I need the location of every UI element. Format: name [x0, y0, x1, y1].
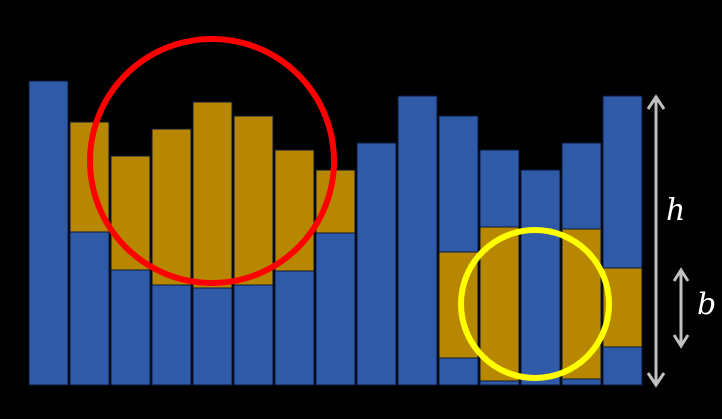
base-arrow-head-up: [672, 267, 690, 282]
base-label: b: [697, 287, 717, 322]
red-highlight-circle: [87, 36, 337, 286]
highlighted-segment: [151, 128, 192, 286]
highlighted-segment: [561, 228, 602, 380]
base-arrow-head-down: [672, 334, 690, 349]
highlighted-segment: [233, 115, 274, 286]
yellow-highlight-circle: [458, 227, 612, 381]
highlighted-segment: [192, 101, 233, 289]
height-arrow-head-up: [646, 94, 666, 110]
histogram-bar: [520, 169, 561, 386]
histogram-bar: [397, 95, 438, 386]
height-label: h: [666, 193, 686, 228]
height-arrow-head-down: [646, 372, 666, 388]
highlighted-segment: [479, 226, 520, 382]
highlighted-segment: [315, 169, 356, 234]
histogram-bar: [28, 80, 69, 386]
histogram-bar: [356, 142, 397, 386]
